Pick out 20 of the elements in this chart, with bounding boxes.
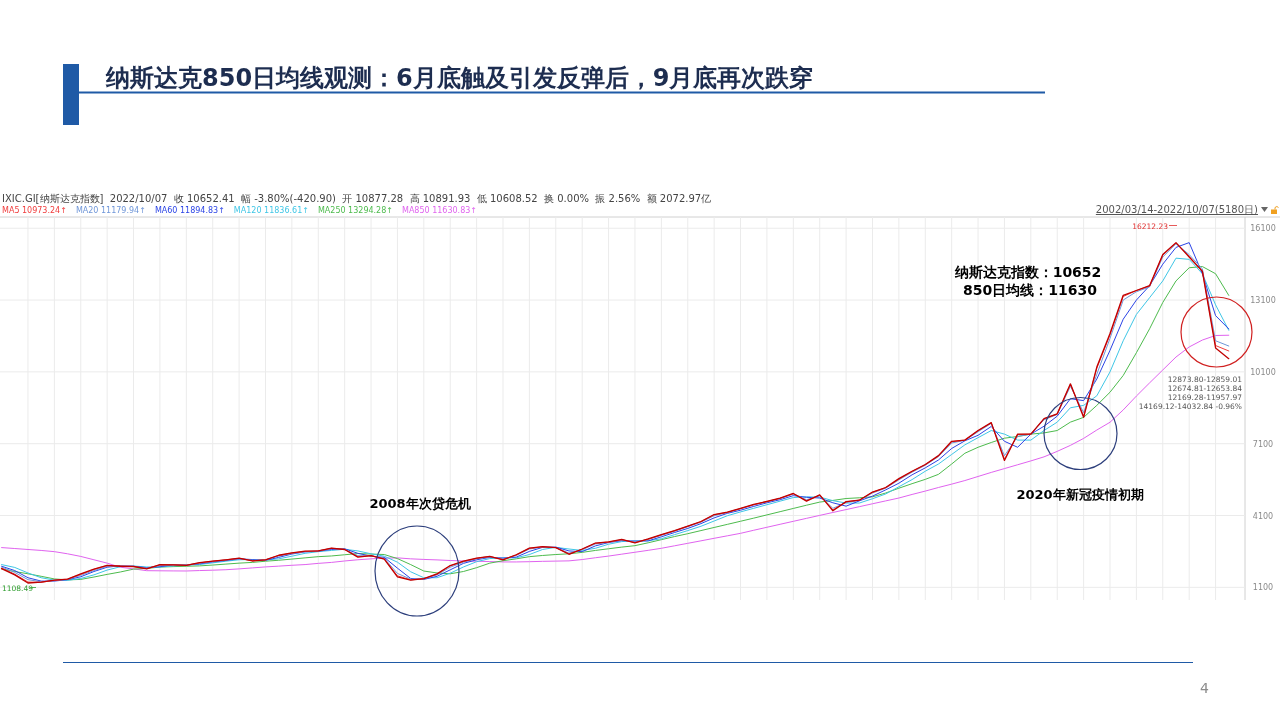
y-tick-label: 13100 bbox=[1250, 296, 1276, 306]
annotation: 2020年新冠疫情初期 bbox=[1016, 487, 1144, 502]
text: MA120 11836.61↑ bbox=[233, 206, 309, 215]
y-tick-label: 7100 bbox=[1252, 439, 1274, 449]
y-tick-label: 10100 bbox=[1250, 367, 1276, 377]
annotation: 纳斯达克指数：10652 bbox=[953, 264, 1102, 280]
annotation: 2008年次贷危机 bbox=[369, 496, 471, 511]
annotation: 850日均线：11630 bbox=[963, 282, 1098, 298]
text: MA60 11894.83↑ bbox=[154, 206, 225, 215]
y-tick-label: 1100 bbox=[1252, 583, 1274, 593]
text: 4 bbox=[1200, 680, 1209, 696]
text: 2002/03/14-2022/10/07(5180日) bbox=[1095, 204, 1259, 215]
text: IXIC.GI[纳斯达克指数] 2022/10/07 收 10652.41 幅 -3.80%(-420.90) 开 10877.28 高 10891.93 低 10608.52 换 0.00% 振 2.56% 额 2072.97亿 bbox=[2, 193, 712, 204]
text: MA850 11630.83↑ bbox=[401, 206, 478, 215]
y-tick-label: 4100 bbox=[1252, 511, 1274, 521]
y-tick-label: 16100 bbox=[1250, 224, 1276, 234]
chart-title: 纳斯达克850日均线观测：6月底触及引发反弹后，9月底再次跌穿 bbox=[105, 64, 814, 92]
text: MA250 13294.28↑ bbox=[317, 206, 393, 215]
text: MA20 11179.94↑ bbox=[75, 206, 146, 215]
text: MA5 10973.24↑ bbox=[2, 206, 67, 215]
